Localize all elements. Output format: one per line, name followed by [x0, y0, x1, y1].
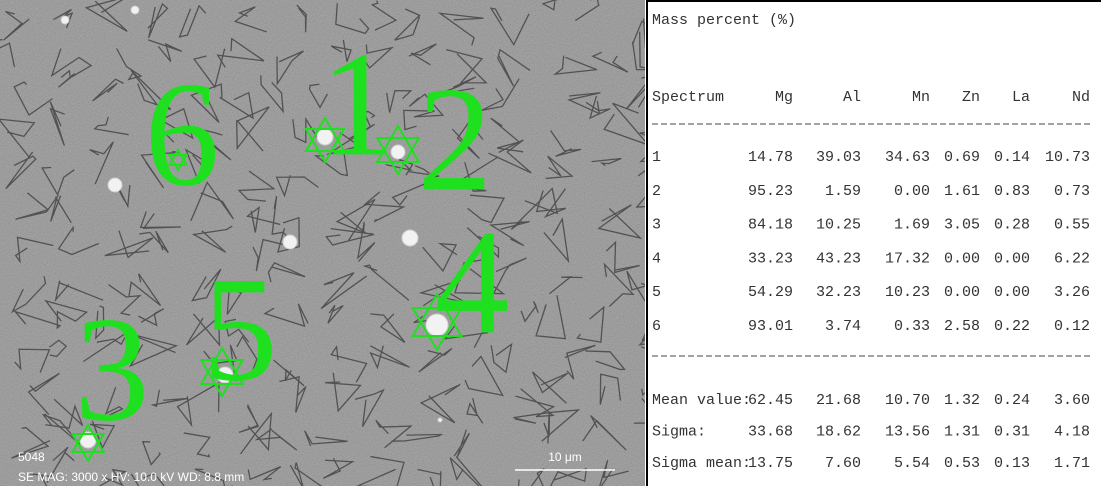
- table-cell: 0.22: [994, 318, 1030, 335]
- spot-label: 6: [145, 51, 220, 217]
- table-cell: 10.73: [1045, 149, 1090, 166]
- table-title: Mass percent (%): [652, 12, 796, 29]
- composition-table: Mass percent (%) Spectrum Mg Al Mn Zn La Nd 1 14…: [647, 0, 1101, 486]
- table-cell: 0.55: [1054, 217, 1090, 234]
- summary-cell: 13.75: [748, 455, 793, 472]
- table-cell: 4: [652, 250, 661, 267]
- table-cell: 0.83: [994, 183, 1030, 200]
- table-cell: 5: [652, 284, 661, 301]
- summary-cell: 21.68: [816, 392, 861, 409]
- summary-cell: 7.60: [825, 455, 861, 472]
- table-cell: 0.00: [894, 183, 930, 200]
- spot-label: 4: [435, 199, 510, 365]
- table-cell: 6.22: [1054, 250, 1090, 267]
- summary-cell: 10.70: [885, 392, 930, 409]
- spot-label: 2: [418, 56, 493, 222]
- table-cell: 3.26: [1054, 284, 1090, 301]
- table-cell: 0.00: [994, 250, 1030, 267]
- table-cell: 32.23: [816, 284, 861, 301]
- summary-cell: Mean value:: [652, 392, 751, 409]
- particle: [283, 235, 297, 249]
- particle: [402, 230, 418, 246]
- column-header: Mg: [775, 89, 793, 106]
- table-cell: 17.32: [885, 250, 930, 267]
- table-cell: 1.69: [894, 217, 930, 234]
- table-cell: 43.23: [816, 250, 861, 267]
- table-cell: 39.03: [816, 149, 861, 166]
- summary-cell: 0.31: [994, 423, 1030, 440]
- table-cell: 33.23: [748, 250, 793, 267]
- table-cell: 1: [652, 149, 661, 166]
- column-header: Zn: [962, 89, 980, 106]
- summary-cell: 0.24: [994, 392, 1030, 409]
- table-cell: 84.18: [748, 217, 793, 234]
- table-cell: 0.00: [944, 250, 980, 267]
- table-cell: 3.74: [825, 318, 861, 335]
- particle: [108, 178, 122, 192]
- summary-cell: 62.45: [748, 392, 793, 409]
- image-id: 5048: [18, 450, 45, 464]
- table-cell: 0.14: [994, 149, 1030, 166]
- summary-cell: 1.31: [944, 423, 980, 440]
- summary-cell: 18.62: [816, 423, 861, 440]
- table-cell: 0.00: [944, 284, 980, 301]
- particle: [131, 6, 139, 14]
- summary-cell: 5.54: [894, 455, 930, 472]
- table-cell: 95.23: [748, 183, 793, 200]
- column-header: Mn: [912, 89, 930, 106]
- spot-label: 3: [75, 286, 150, 452]
- summary-cell: 4.18: [1054, 423, 1090, 440]
- table-cell: 1.59: [825, 183, 861, 200]
- summary-cell: 0.13: [994, 455, 1030, 472]
- spot-label: 5: [203, 246, 278, 412]
- image-info: SE MAG: 3000 x HV: 10.0 kV WD: 8.8 mm: [18, 470, 244, 484]
- figure: 123456 5048 SE MAG: 3000 x HV: 10.0 kV W…: [0, 0, 1101, 486]
- table-cell: 0.00: [994, 284, 1030, 301]
- column-header: Spectrum: [652, 89, 724, 106]
- summary-cell: 1.71: [1054, 455, 1090, 472]
- summary-cell: 3.60: [1054, 392, 1090, 409]
- spot-label: 1: [321, 21, 396, 187]
- table-cell: 10.23: [885, 284, 930, 301]
- summary-cell: 0.53: [944, 455, 980, 472]
- table-cell: 54.29: [748, 284, 793, 301]
- table-cell: 93.01: [748, 318, 793, 335]
- summary-cell: 1.32: [944, 392, 980, 409]
- table-cell: 34.63: [885, 149, 930, 166]
- summary-cell: 33.68: [748, 423, 793, 440]
- table-cell: 3: [652, 217, 661, 234]
- table-cell: 0.33: [894, 318, 930, 335]
- table-cell: 0.12: [1054, 318, 1090, 335]
- summary-cell: Sigma mean:: [652, 455, 751, 472]
- summary-cell: 13.56: [885, 423, 930, 440]
- column-header: La: [1012, 89, 1030, 106]
- table-cell: 0.73: [1054, 183, 1090, 200]
- table-cell: 3.05: [944, 217, 980, 234]
- table-cell: 0.28: [994, 217, 1030, 234]
- particle: [61, 16, 69, 24]
- particle: [438, 418, 442, 422]
- sem-image: 123456 5048 SE MAG: 3000 x HV: 10.0 kV W…: [0, 0, 683, 486]
- scale-bar-label: 10 μm: [548, 450, 582, 464]
- column-header: Al: [843, 89, 861, 106]
- table-cell: 1.61: [944, 183, 980, 200]
- table-cell: 14.78: [748, 149, 793, 166]
- table-cell: 6: [652, 318, 661, 335]
- summary-cell: Sigma:: [652, 423, 706, 440]
- table-cell: 2.58: [944, 318, 980, 335]
- table-cell: 10.25: [816, 217, 861, 234]
- table-cell: 2: [652, 183, 661, 200]
- column-header: Nd: [1072, 89, 1090, 106]
- table-cell: 0.69: [944, 149, 980, 166]
